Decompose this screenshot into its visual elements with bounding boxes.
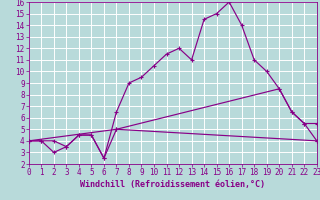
X-axis label: Windchill (Refroidissement éolien,°C): Windchill (Refroidissement éolien,°C) [80, 180, 265, 189]
